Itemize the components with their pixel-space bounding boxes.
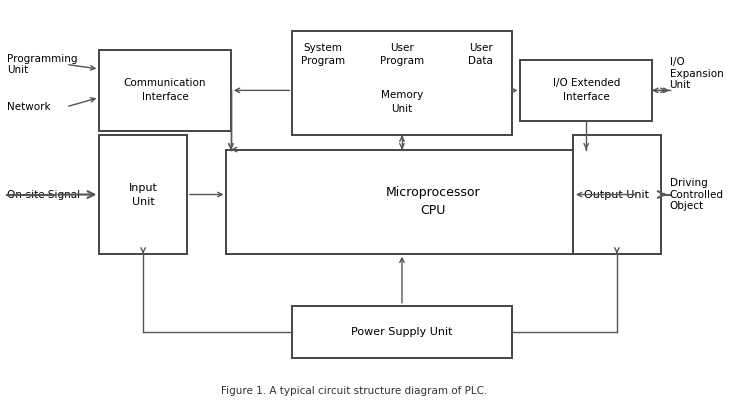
Text: System: System	[303, 43, 342, 53]
Text: Unit: Unit	[391, 104, 413, 114]
Text: Network: Network	[7, 102, 51, 112]
Text: Communication
Interface: Communication Interface	[124, 78, 206, 102]
Bar	[573, 135, 660, 254]
Text: Data: Data	[468, 55, 493, 66]
Text: Microprocessor
CPU: Microprocessor CPU	[386, 186, 480, 217]
Bar	[292, 306, 512, 358]
Text: Figure 1. A typical circuit structure diagram of PLC.: Figure 1. A typical circuit structure di…	[221, 386, 487, 396]
Bar	[226, 150, 639, 254]
Text: Memory: Memory	[381, 90, 423, 100]
Text: I/O Extended
Interface: I/O Extended Interface	[553, 78, 620, 102]
Text: On-site Signal: On-site Signal	[7, 190, 81, 200]
Bar	[520, 60, 652, 121]
Bar	[292, 31, 512, 135]
Text: User: User	[469, 43, 493, 53]
Text: Driving
Controlled
Object: Driving Controlled Object	[669, 178, 723, 211]
Text: User: User	[390, 43, 414, 53]
Bar	[99, 50, 231, 131]
Text: Program: Program	[380, 55, 424, 66]
Text: Power Supply Unit: Power Supply Unit	[351, 327, 453, 337]
Text: Program: Program	[301, 55, 345, 66]
Text: Input
Unit: Input Unit	[129, 182, 158, 206]
Text: Programming
Unit: Programming Unit	[7, 53, 78, 75]
Bar	[99, 135, 187, 254]
Text: Output Unit: Output Unit	[584, 190, 649, 200]
Text: I/O
Expansion
Unit: I/O Expansion Unit	[669, 57, 723, 91]
